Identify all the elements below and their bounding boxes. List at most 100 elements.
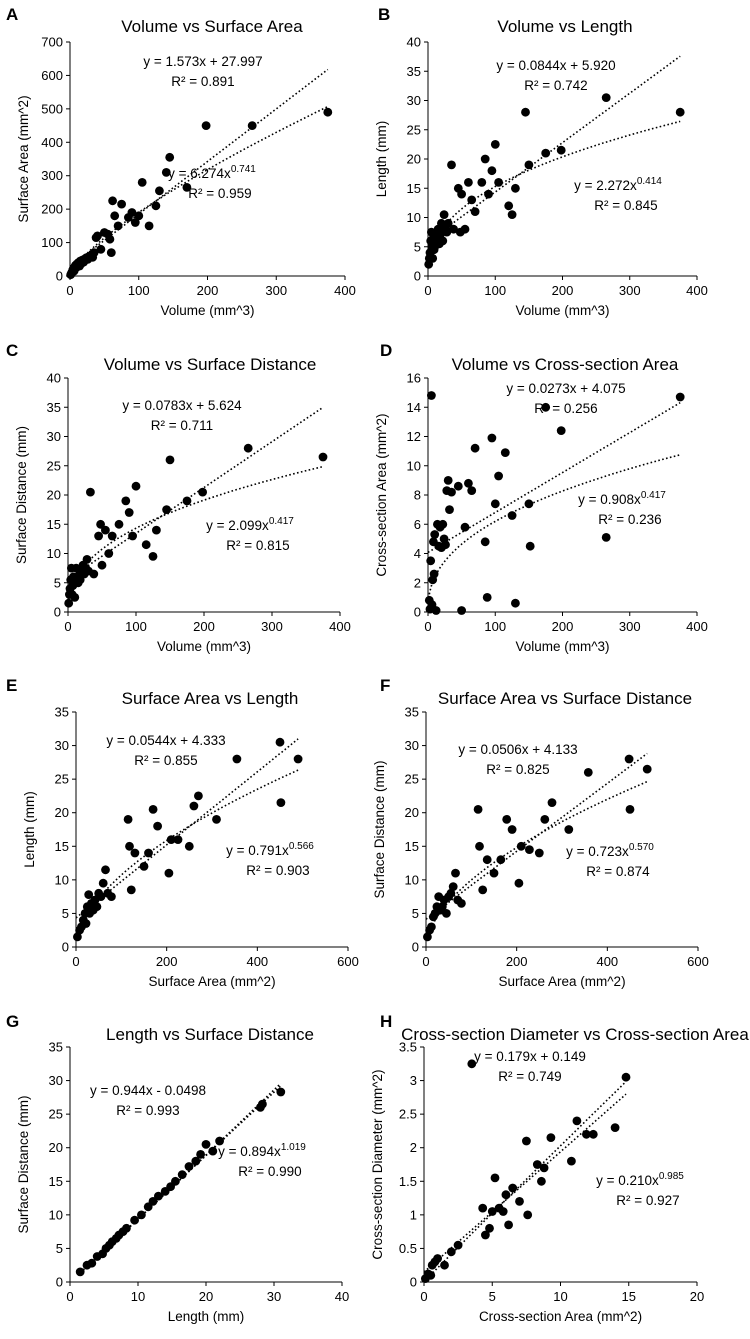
y-tick-label-f: 15 [405, 839, 419, 854]
data-point-d [541, 402, 551, 412]
x-tick-label-g: 10 [131, 1289, 145, 1304]
data-point-e [125, 841, 134, 851]
data-point-d [494, 471, 503, 481]
power-equation-d: y = 0.908x0.417 [578, 490, 666, 507]
data-point-b [487, 166, 497, 176]
data-point-g [87, 1258, 97, 1268]
x-axis-label-e: Surface Area (mm^2) [148, 974, 275, 989]
y-tick-label-a: 600 [41, 68, 63, 83]
data-point-e [101, 865, 110, 875]
x-tick-label-e: 600 [337, 954, 359, 969]
data-point-e [130, 848, 140, 858]
data-point-e [166, 835, 176, 844]
data-point-c [82, 555, 92, 564]
x-axis-label-d: Volume (mm^3) [515, 639, 609, 654]
data-point-a [247, 121, 257, 130]
data-point-d [431, 606, 441, 615]
y-tick-label-h: 1.5 [399, 1174, 417, 1189]
data-point-g [148, 1197, 158, 1206]
data-point-d [524, 499, 534, 509]
data-point-g [171, 1176, 180, 1186]
data-point-g [130, 1215, 140, 1225]
data-point-a [93, 231, 102, 241]
data-point-h [582, 1129, 591, 1139]
data-point-c [162, 505, 172, 514]
data-point-h [501, 1190, 511, 1200]
y-tick-label-f: 30 [405, 738, 419, 753]
y-tick-label-d: 8 [414, 488, 421, 503]
chart-title-a: Volume vs Surface Area [121, 17, 303, 36]
data-point-e [184, 841, 194, 851]
y-axis-label-f: Surface Distance (mm) [372, 760, 387, 898]
data-point-b [442, 227, 452, 237]
y-axis-label-c: Surface Distance (mm) [14, 426, 29, 564]
panel-label-b: B [378, 5, 390, 24]
y-tick-label-g: 30 [49, 1073, 63, 1088]
data-point-h [485, 1223, 494, 1233]
data-point-a [110, 211, 120, 221]
data-point-h [537, 1176, 546, 1186]
chart-title-d: Volume vs Cross-section Area [452, 355, 679, 374]
linear-trendline-c [67, 406, 324, 580]
data-point-h [508, 1183, 518, 1193]
data-point-h [539, 1163, 549, 1173]
chart-title-e: Surface Area vs Length [122, 689, 299, 708]
data-point-h [426, 1270, 436, 1280]
y-tick-label-f: 5 [412, 906, 419, 921]
chart-title-b: Volume vs Length [497, 17, 632, 36]
x-tick-label-f: 0 [422, 954, 429, 969]
x-tick-label-b: 300 [619, 283, 641, 298]
data-point-f [496, 855, 506, 865]
x-tick-label-h: 15 [622, 1289, 636, 1304]
x-tick-label-b: 200 [552, 283, 574, 298]
data-point-b [470, 207, 480, 217]
y-tick-label-h: 0 [410, 1275, 417, 1290]
data-point-f [475, 841, 484, 851]
data-point-a [201, 121, 211, 130]
x-tick-label-g: 20 [199, 1289, 213, 1304]
data-point-b [484, 189, 493, 199]
x-tick-label-d: 100 [484, 619, 506, 634]
y-tick-label-c: 0 [54, 605, 61, 620]
data-point-h [433, 1254, 442, 1263]
y-tick-label-d: 12 [407, 429, 421, 444]
x-tick-label-h: 0 [420, 1289, 427, 1304]
y-tick-label-h: 3 [410, 1073, 417, 1088]
y-tick-label-c: 5 [54, 575, 61, 590]
data-point-g [75, 1267, 85, 1277]
data-point-e [194, 791, 203, 801]
x-axis-label-g: Length (mm) [168, 1309, 245, 1324]
data-point-e [107, 892, 116, 901]
linear-r2-c: R² = 0.711 [151, 418, 213, 433]
x-tick-label-a: 0 [66, 283, 73, 298]
data-point-d [426, 556, 436, 566]
linear-equation-a: y = 1.573x + 27.997 [143, 54, 262, 69]
data-point-c [96, 519, 105, 529]
power-equation-g: y = 0.894x1.019 [218, 1142, 306, 1159]
y-tick-label-c: 10 [47, 546, 61, 561]
y-tick-label-d: 16 [407, 371, 421, 386]
y-axis-label-a: Surface Area (mm^2) [16, 95, 31, 222]
data-point-e [81, 919, 91, 928]
y-tick-label-d: 6 [414, 517, 421, 532]
data-point-f [437, 902, 447, 912]
data-point-d [443, 476, 453, 485]
data-point-d [482, 593, 492, 602]
data-point-h [440, 1260, 449, 1270]
power-r2-d: R² = 0.236 [598, 512, 661, 527]
data-point-f [446, 888, 456, 898]
data-point-f [423, 932, 432, 942]
data-point-h [546, 1133, 556, 1142]
linear-trendline-b [427, 55, 681, 243]
data-point-a [161, 168, 171, 177]
x-tick-label-g: 30 [267, 1289, 281, 1304]
x-tick-label-a: 200 [197, 283, 219, 298]
panel-label-c: C [6, 341, 18, 360]
y-tick-label-e: 35 [55, 705, 69, 720]
data-point-h [467, 1059, 477, 1069]
chart-title-f: Surface Area vs Surface Distance [438, 689, 692, 708]
y-tick-label-e: 15 [55, 839, 69, 854]
data-point-b [464, 178, 473, 187]
data-point-a [113, 221, 123, 231]
y-tick-label-a: 100 [41, 235, 63, 250]
